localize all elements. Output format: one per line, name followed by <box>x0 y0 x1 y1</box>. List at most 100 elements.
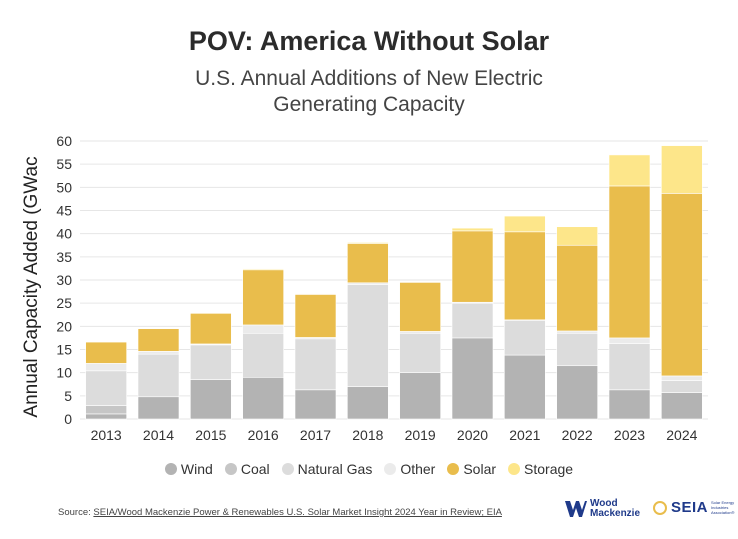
legend-swatch <box>164 463 177 475</box>
bar-natural-gas-2017 <box>294 338 337 391</box>
bar-other-2024 <box>661 375 703 381</box>
bar-natural-gas-2013 <box>85 370 127 406</box>
bar-natural-gas-2014 <box>137 353 180 398</box>
gridlines <box>80 140 708 420</box>
source-note: Source: SEIA/Wood Mackenzie Power & Rene… <box>58 507 502 518</box>
legend-swatch <box>224 463 237 475</box>
chart-title: POV: America Without Solar <box>188 26 550 56</box>
bar-natural-gas-2023 <box>608 343 651 391</box>
legend-label: Storage <box>524 461 574 477</box>
bar-wind-2024 <box>661 392 703 420</box>
bar-natural-gas-2021 <box>504 320 546 356</box>
bar-storage-2016 <box>242 268 284 271</box>
wood-mackenzie-line-2: Mackenzie <box>590 508 641 519</box>
bar-storage-2024 <box>661 145 703 194</box>
x-tick-label: 2022 <box>562 427 593 443</box>
bar-solar-2014 <box>137 328 180 352</box>
bar-storage-2023 <box>608 154 651 187</box>
bar-solar-2013 <box>85 341 127 364</box>
legend-swatch <box>447 463 460 475</box>
x-tick-label: 2017 <box>300 427 331 443</box>
subtitle-line-2: Generating Capacity <box>273 93 465 116</box>
y-tick-label: 50 <box>56 179 72 195</box>
bar-solar-2024 <box>661 193 703 377</box>
y-tick-label: 0 <box>64 411 72 427</box>
y-tick-label: 40 <box>56 226 72 242</box>
x-axis-ticks: 2013 2014 2015 2016 2017 2018 2019 2020 2021 2022… <box>91 427 698 443</box>
source-prefix: Source: <box>58 507 94 518</box>
bar-solar-2015 <box>190 313 232 345</box>
y-axis-ticks: 0 5 10 15 20 25 30 35 40 45 50 55 60 <box>56 133 72 427</box>
legend-item-coal: Coal <box>224 461 270 477</box>
bar-solar-2022 <box>556 244 598 332</box>
bar-solar-2018 <box>347 243 389 284</box>
subtitle-line-1: U.S. Annual Additions of New Electric <box>195 67 543 90</box>
bar-other-2016 <box>242 324 284 334</box>
bar-coal-2013 <box>85 405 127 415</box>
legend-swatch <box>384 463 397 475</box>
legend-item-natural-gas: Natural Gas <box>281 461 373 477</box>
bar-wind-2014 <box>137 396 180 420</box>
legend-label: Other <box>400 461 436 477</box>
legend-swatch <box>281 463 294 475</box>
y-tick-label: 45 <box>56 203 72 219</box>
bar-wind-2023 <box>608 389 651 420</box>
legend-item-wind: Wind <box>164 461 213 477</box>
bar-wind-2015 <box>190 379 232 420</box>
legend-label: Wind <box>180 461 213 477</box>
bar-natural-gas-2020 <box>451 302 494 339</box>
bar-solar-2017 <box>294 294 337 338</box>
bar-wind-2017 <box>294 389 337 420</box>
bar-other-2022 <box>556 330 598 334</box>
x-tick-label: 2023 <box>614 427 645 443</box>
bar-solar-2020 <box>451 230 494 303</box>
bar-wind-2018 <box>347 386 389 420</box>
y-tick-label: 35 <box>56 249 72 265</box>
chart-subtitle: U.S. Annual Additions of New Electric Ge… <box>0 66 738 118</box>
bars <box>85 145 703 420</box>
seia-tagline: Solar Energy Industries Association® <box>711 500 735 515</box>
legend: Wind Coal Natural Gas Other Solar Storage <box>0 461 738 477</box>
legend-label: Natural Gas <box>297 461 373 477</box>
legend-item-storage: Storage <box>508 461 573 477</box>
x-tick-label: 2015 <box>195 427 226 443</box>
bar-natural-gas-2018 <box>347 284 389 387</box>
bar-wind-2013 <box>85 413 127 420</box>
bar-storage-2021 <box>504 215 546 233</box>
seia-wordmark: SEIA <box>671 499 709 516</box>
y-tick-label: 30 <box>56 272 72 288</box>
bar-solar-2019 <box>399 282 441 332</box>
x-tick-label: 2020 <box>457 427 488 443</box>
wood-mackenzie-mark-icon <box>565 501 587 517</box>
x-tick-label: 2021 <box>509 427 540 443</box>
bar-natural-gas-2024 <box>661 380 703 393</box>
y-tick-label: 25 <box>56 295 72 311</box>
bar-wind-2021 <box>504 354 546 420</box>
legend-item-other: Other <box>384 461 435 477</box>
bar-solar-2021 <box>504 231 546 321</box>
bar-solar-2023 <box>608 185 651 339</box>
y-tick-label: 20 <box>56 318 72 334</box>
legend-label: Coal <box>240 461 270 477</box>
sun-icon <box>653 500 667 515</box>
x-tick-label: 2013 <box>91 427 122 443</box>
bar-storage-2020 <box>451 227 494 232</box>
y-tick-label: 60 <box>56 133 72 149</box>
source-link[interactable]: SEIA/Wood Mackenzie Power & Renewables U… <box>93 507 502 518</box>
bar-natural-gas-2022 <box>556 332 598 367</box>
y-axis-label-text: Annual Capacity Added (GWac <box>21 156 42 418</box>
wood-mackenzie-wordmark: Wood Mackenzie <box>590 499 640 519</box>
bar-wind-2022 <box>556 365 598 420</box>
bar-storage-2022 <box>556 226 598 246</box>
x-tick-label: 2019 <box>405 427 436 443</box>
x-tick-label: 2024 <box>666 427 697 443</box>
bar-solar-2016 <box>242 269 284 326</box>
legend-label: Solar <box>463 461 497 477</box>
x-tick-label: 2014 <box>143 427 174 443</box>
x-tick-label: 2016 <box>248 427 279 443</box>
bar-wind-2016 <box>242 376 284 420</box>
legend-swatch <box>508 463 521 475</box>
bar-other-2013 <box>85 363 127 372</box>
wood-mackenzie-logo: Wood Mackenzie <box>565 499 640 519</box>
bar-natural-gas-2015 <box>190 344 232 380</box>
